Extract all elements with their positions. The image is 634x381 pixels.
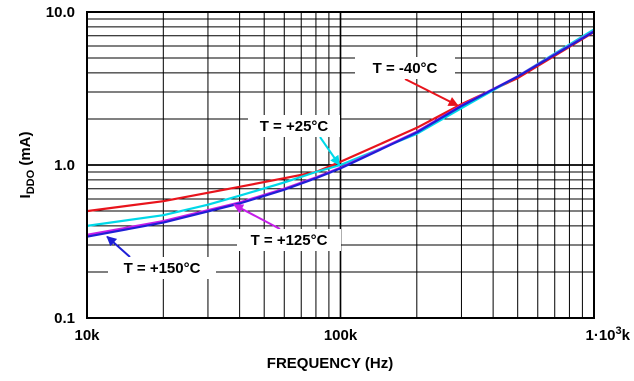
annotation-label: T = +125°C [251,232,328,249]
y-axis-title-main: I [17,194,34,198]
annotations: T = -40°C T = +25°C T = +125°C T = +150°C [106,57,459,279]
y-tick-label: 10.0 [46,4,75,21]
y-tick-label: 1.0 [54,157,75,174]
annotation-label: T = +150°C [124,260,201,277]
y-axis-title-unit: (mA) [17,132,34,170]
annotation-arrow [404,78,459,107]
annotation-arrow [233,203,281,230]
y-axis-title-sub: DDO [25,169,37,194]
plot-frame [86,11,595,319]
annotation-arrow [106,235,131,258]
series-lines [86,28,595,238]
x-axis-title: FREQUENCY (Hz) [267,355,393,372]
x-tick-label: 10k [74,327,100,344]
x-tick-label: 1·103k [586,325,631,344]
annotation-label: T = +25°C [260,118,329,135]
annotation-label: T = -40°C [373,60,438,77]
y-axis-title: IDDO (mA) [17,132,37,199]
annotation-box [355,57,455,79]
annotation-arrow [319,136,341,166]
tick-labels: 0.1 1.0 10.0 10k 100k 1·103k [46,4,631,344]
series-line-3 [86,30,595,238]
x-tick-label: 100k [324,327,358,344]
y-tick-label: 0.1 [54,310,75,327]
series-line-1 [86,28,595,227]
annotation-box [237,229,341,251]
annotation-box [248,115,340,137]
annotation-box [108,257,216,279]
